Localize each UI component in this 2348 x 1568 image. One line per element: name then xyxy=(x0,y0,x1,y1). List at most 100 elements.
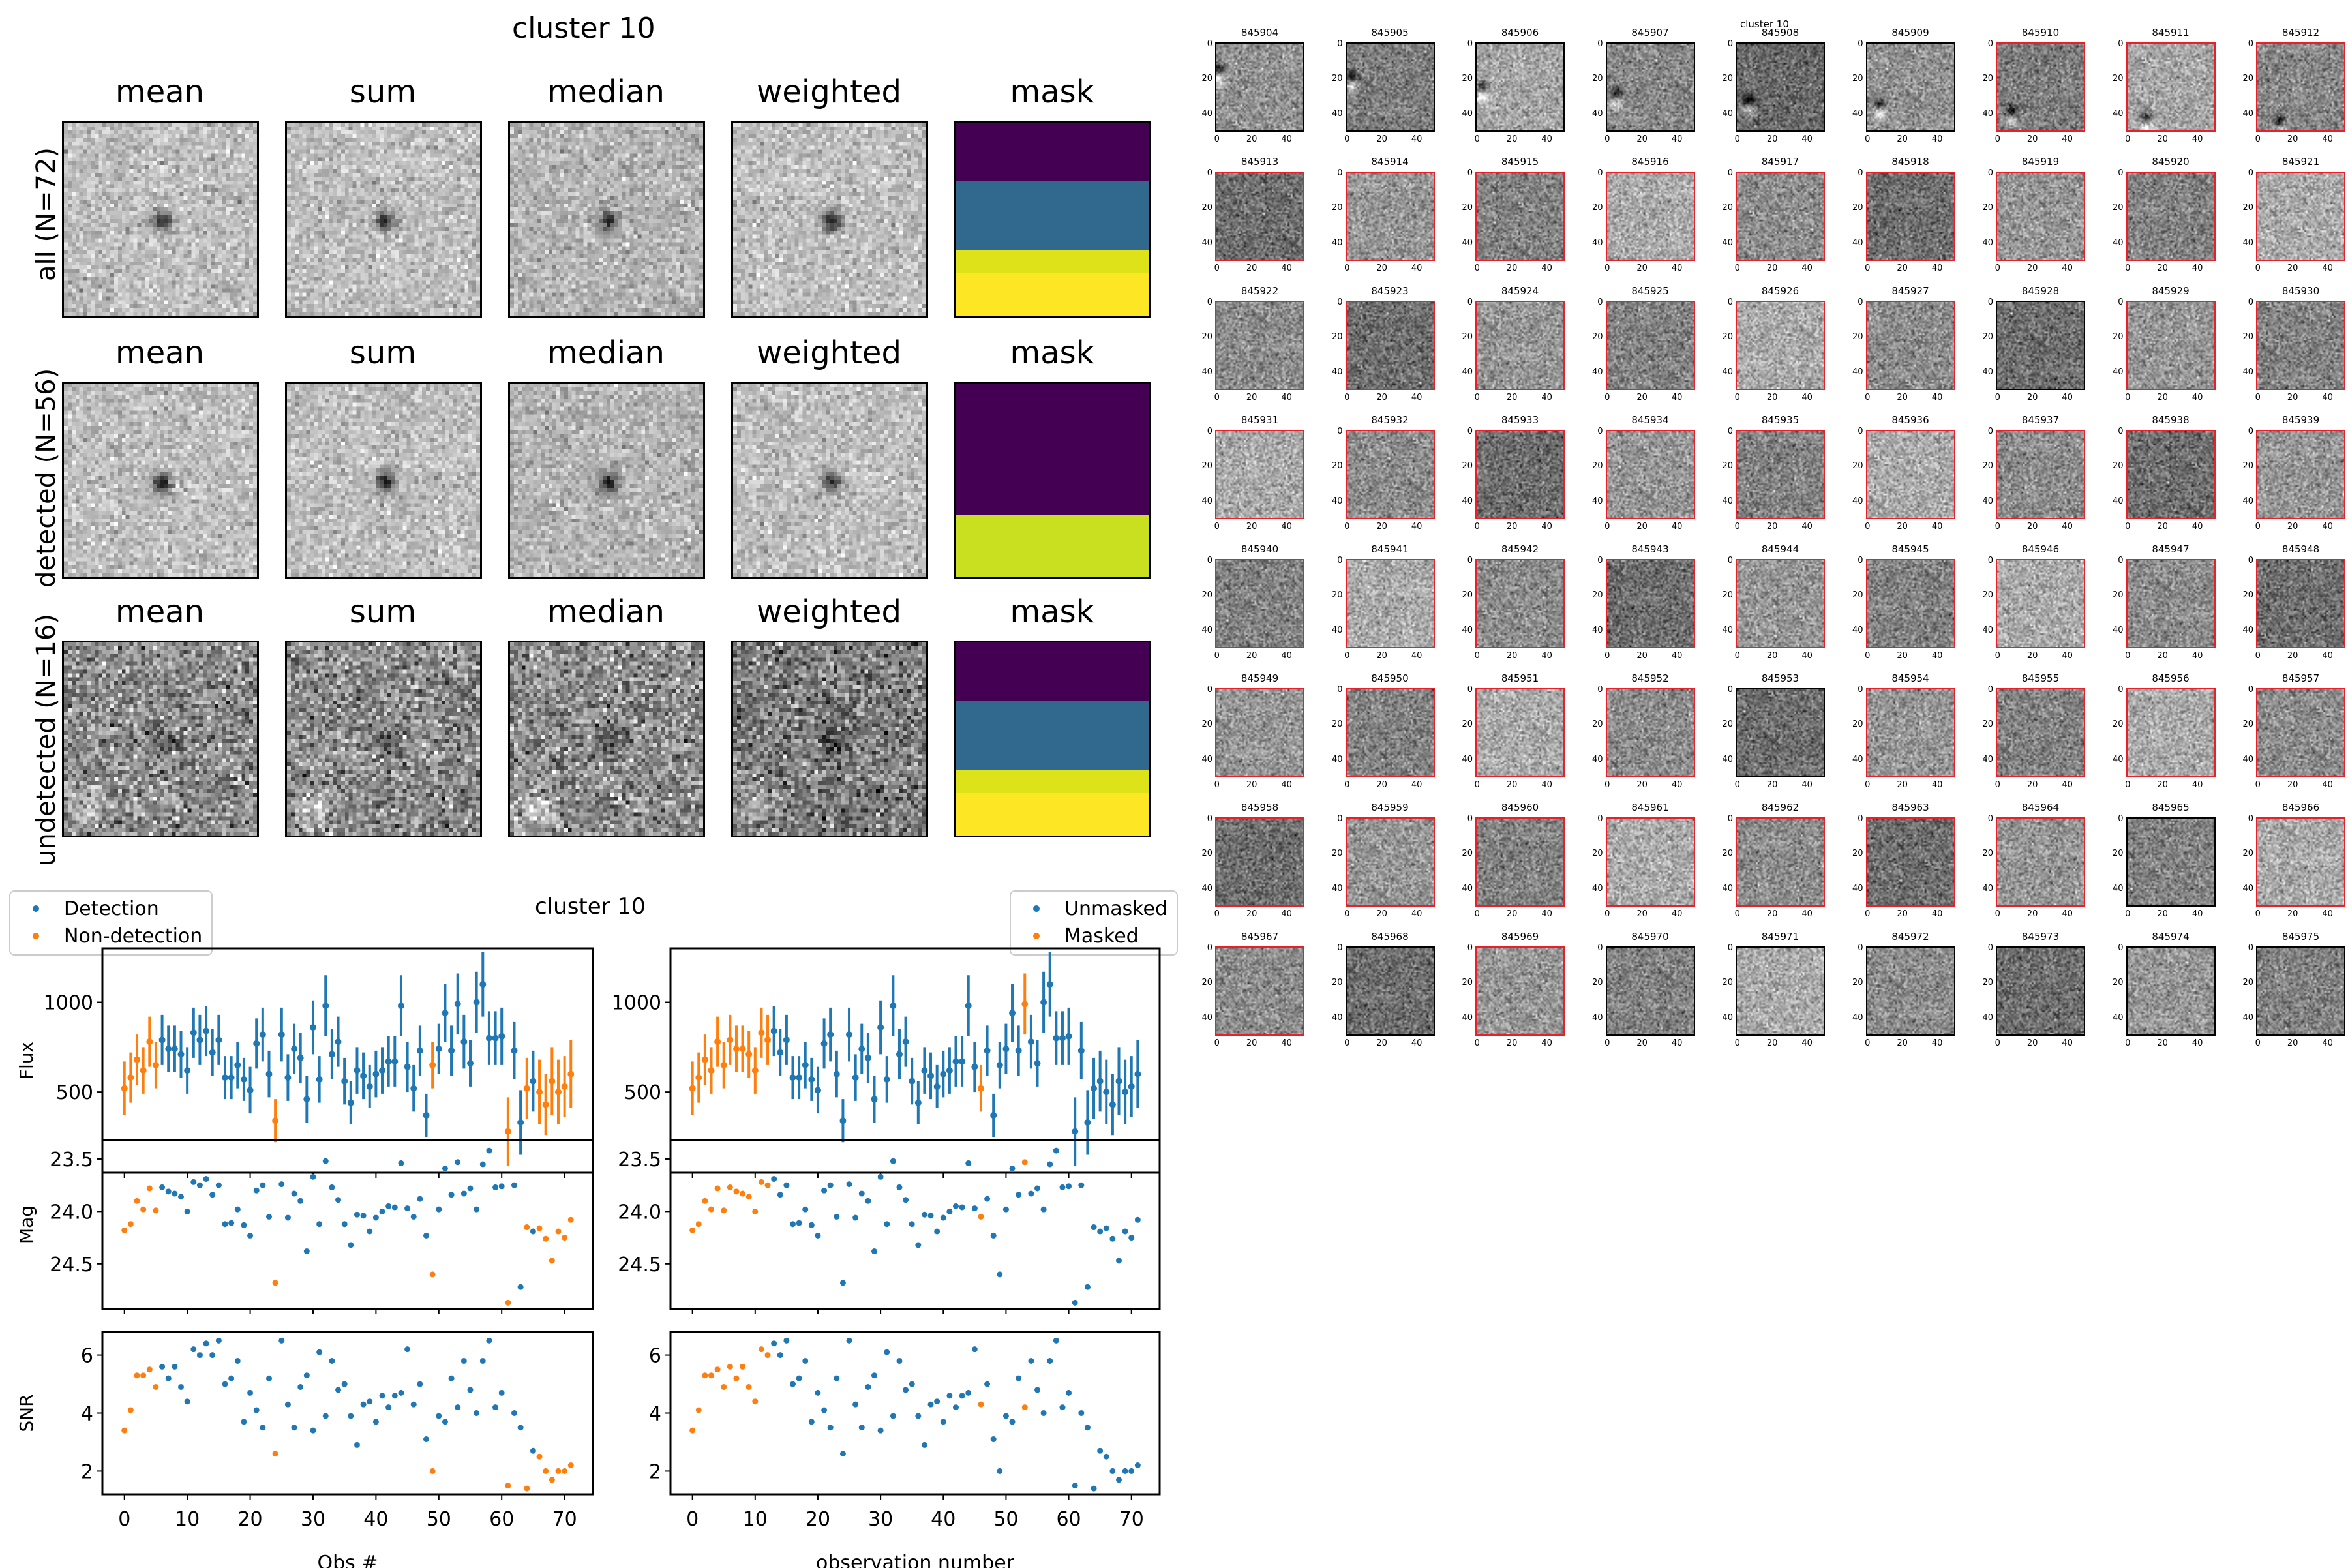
data-point xyxy=(234,1357,241,1364)
thumbnail-image[interactable] xyxy=(1605,42,1695,132)
thumbnail-x-tick: 20 xyxy=(2287,393,2298,402)
thumbnail-image[interactable] xyxy=(1736,688,1825,777)
thumbnail-image[interactable] xyxy=(2256,559,2345,648)
thumbnail-image[interactable] xyxy=(1215,559,1304,648)
thumbnail-image[interactable] xyxy=(2256,172,2345,261)
thumbnail-image[interactable] xyxy=(1865,42,1955,132)
thumbnail-image[interactable] xyxy=(1215,430,1304,519)
thumbnail-image[interactable] xyxy=(1215,946,1304,1036)
thumbnail-image[interactable] xyxy=(1605,688,1695,777)
thumbnail-image[interactable] xyxy=(1736,172,1825,261)
thumbnail-image[interactable] xyxy=(2126,172,2216,261)
thumbnail-image[interactable] xyxy=(1736,301,1825,390)
thumbnail-image[interactable] xyxy=(1345,301,1435,390)
thumbnail-image[interactable] xyxy=(1736,817,1825,907)
data-point xyxy=(278,1181,285,1188)
thumbnail-image[interactable] xyxy=(1215,172,1304,261)
thumbnail-image[interactable] xyxy=(1996,559,2085,648)
data-point xyxy=(877,1427,884,1434)
thumbnail-image[interactable] xyxy=(2126,301,2216,390)
thumbnail-image[interactable] xyxy=(1215,817,1304,907)
thumbnail-image[interactable] xyxy=(1996,430,2085,519)
thumbnail-image[interactable] xyxy=(1736,946,1825,1036)
thumbnail-y-tick: 20 xyxy=(1982,978,1993,988)
data-point xyxy=(253,1187,260,1194)
thumbnail-y-tick: 40 xyxy=(1462,754,1473,764)
thumbnail-image[interactable] xyxy=(2126,430,2216,519)
thumbnail-image[interactable] xyxy=(1475,172,1565,261)
thumbnail-image[interactable] xyxy=(2256,42,2345,132)
thumbnail-image[interactable] xyxy=(1345,688,1435,777)
thumbnail-title: 845905 xyxy=(1371,27,1409,38)
data-point xyxy=(1084,1119,1091,1126)
thumbnail-image[interactable] xyxy=(1865,817,1955,907)
thumbnail-image[interactable] xyxy=(1215,42,1304,132)
thumbnail-image[interactable] xyxy=(1475,817,1565,907)
thumbnail-x-tick: 40 xyxy=(1541,393,1552,402)
y-tick-label: 24.5 xyxy=(50,1254,93,1276)
thumbnail-image[interactable] xyxy=(1996,301,2085,390)
thumbnail-image[interactable] xyxy=(1865,301,1955,390)
thumbnail-image[interactable] xyxy=(1996,946,2085,1036)
thumbnail-image[interactable] xyxy=(2256,688,2345,777)
data-point xyxy=(896,1051,903,1058)
thumbnail-image[interactable] xyxy=(1605,172,1695,261)
thumbnail-image[interactable] xyxy=(1736,430,1825,519)
data-point xyxy=(1002,1206,1009,1213)
thumbnail-image[interactable] xyxy=(1475,946,1565,1036)
thumbnail-image[interactable] xyxy=(1475,688,1565,777)
thumbnail-image[interactable] xyxy=(1605,430,1695,519)
thumbnail-image[interactable] xyxy=(2256,946,2345,1036)
thumbnail-image[interactable] xyxy=(2126,688,2216,777)
thumbnail-y-tick: 0 xyxy=(2248,684,2253,695)
thumbnail-image[interactable] xyxy=(1475,559,1565,648)
thumbnail-image[interactable] xyxy=(1605,946,1695,1036)
thumbnail-image[interactable] xyxy=(1345,559,1435,648)
thumbnail-y-tick: 0 xyxy=(1207,297,1212,307)
thumbnail-image[interactable] xyxy=(1345,42,1435,132)
thumbnail-image[interactable] xyxy=(2256,817,2345,907)
thumbnail-image[interactable] xyxy=(1996,42,2085,132)
thumbnail-image[interactable] xyxy=(2256,430,2345,519)
thumbnail-image[interactable] xyxy=(1475,430,1565,519)
data-point xyxy=(946,1393,953,1399)
thumbnail-image[interactable] xyxy=(1865,430,1955,519)
thumbnail-image[interactable] xyxy=(1736,42,1825,132)
data-point xyxy=(309,1024,316,1031)
thumbnail-y-tick: 20 xyxy=(1982,461,1993,472)
thumbnail-image[interactable] xyxy=(1605,817,1695,907)
thumbnail-image[interactable] xyxy=(1865,172,1955,261)
thumbnail-y-tick: 0 xyxy=(1987,684,1993,695)
thumbnail-image[interactable] xyxy=(1475,42,1565,132)
data-point xyxy=(505,1299,511,1306)
thumbnail-image[interactable] xyxy=(1996,172,2085,261)
thumbnail-image[interactable] xyxy=(2126,946,2216,1036)
thumbnail-image[interactable] xyxy=(1865,559,1955,648)
thumbnail-image[interactable] xyxy=(1865,688,1955,777)
thumbnail-x-tick: 40 xyxy=(1801,780,1813,790)
thumbnail-image[interactable] xyxy=(1345,817,1435,907)
thumbnail-image[interactable] xyxy=(1736,559,1825,648)
thumbnail-y-tick: 0 xyxy=(1727,168,1733,178)
thumbnail-image[interactable] xyxy=(2126,42,2216,132)
data-point xyxy=(984,1381,991,1387)
stack-image-detected-median xyxy=(508,382,705,579)
thumbnail-image[interactable] xyxy=(1345,430,1435,519)
thumbnail-image[interactable] xyxy=(2256,301,2345,390)
thumbnail-image[interactable] xyxy=(2126,817,2216,907)
thumbnail-image[interactable] xyxy=(1996,817,2085,907)
thumbnail-image[interactable] xyxy=(1345,172,1435,261)
data-point xyxy=(240,1076,247,1083)
thumbnail-y-tick: 40 xyxy=(1201,108,1212,119)
thumbnail-image[interactable] xyxy=(1865,946,1955,1036)
thumbnail-image[interactable] xyxy=(1605,559,1695,648)
thumbnail-image[interactable] xyxy=(1605,301,1695,390)
thumbnail-image[interactable] xyxy=(2126,559,2216,648)
thumbnail-image[interactable] xyxy=(1215,301,1304,390)
thumbnail-image[interactable] xyxy=(1475,301,1565,390)
thumbnail-image[interactable] xyxy=(1345,946,1435,1036)
data-point xyxy=(752,1398,759,1405)
thumbnail-image[interactable] xyxy=(1215,688,1304,777)
thumbnail-title: 845951 xyxy=(1501,672,1539,684)
thumbnail-image[interactable] xyxy=(1996,688,2085,777)
